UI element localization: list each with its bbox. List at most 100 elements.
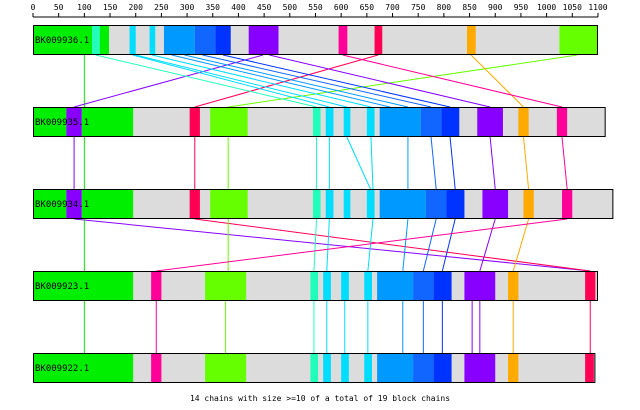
block-link: [470, 54, 524, 108]
block-link: [342, 54, 563, 108]
summary-caption: 14 chains with size >=10 of a total of 1…: [190, 394, 450, 403]
synteny-block[interactable]: [343, 189, 351, 219]
genome-track[interactable]: BK009923.1: [33, 271, 598, 301]
synteny-block[interactable]: [338, 25, 348, 55]
synteny-block[interactable]: [379, 189, 426, 219]
genome-track[interactable]: BK009922.1: [33, 353, 596, 383]
synteny-block[interactable]: [81, 189, 134, 219]
synteny-block[interactable]: [325, 107, 334, 137]
scale-tick-label: 1050: [563, 3, 582, 12]
genome-track[interactable]: BK009934.1: [33, 189, 614, 219]
synteny-block[interactable]: [99, 25, 110, 55]
genome-label: BK009922.1: [35, 364, 89, 374]
block-link: [326, 218, 330, 272]
synteny-block[interactable]: [151, 353, 162, 383]
genome-track[interactable]: BK009935.1: [33, 107, 606, 137]
synteny-block[interactable]: [325, 189, 334, 219]
block-link: [184, 54, 409, 108]
scale-tick-label: 350: [206, 3, 221, 12]
block-link: [269, 54, 491, 108]
synteny-block[interactable]: [508, 353, 519, 383]
synteny-block[interactable]: [559, 25, 598, 55]
synteny-block[interactable]: [81, 107, 134, 137]
synteny-block[interactable]: [310, 353, 319, 383]
synteny-block[interactable]: [562, 189, 573, 219]
synteny-block[interactable]: [377, 353, 414, 383]
synteny-block[interactable]: [518, 107, 529, 137]
synteny-block[interactable]: [312, 107, 321, 137]
genome-outline: [33, 25, 598, 55]
block-link: [171, 54, 391, 108]
block-link: [422, 218, 437, 272]
synteny-block[interactable]: [323, 353, 331, 383]
synteny-block[interactable]: [374, 25, 383, 55]
synteny-block[interactable]: [441, 107, 460, 137]
synteny-block[interactable]: [341, 353, 349, 383]
synteny-block[interactable]: [151, 271, 162, 301]
synteny-block[interactable]: [413, 271, 434, 301]
synteny-block[interactable]: [33, 107, 67, 137]
synteny-block[interactable]: [66, 189, 82, 219]
synteny-block[interactable]: [66, 107, 82, 137]
synteny-block[interactable]: [129, 25, 136, 55]
genome-label: BK009936.1: [35, 36, 89, 46]
synteny-block[interactable]: [205, 353, 247, 383]
scale-tick-label: 900: [488, 3, 503, 12]
synteny-block[interactable]: [377, 271, 414, 301]
synteny-block[interactable]: [556, 107, 568, 137]
synteny-block[interactable]: [466, 25, 476, 55]
scale-tick-label: 450: [257, 3, 272, 12]
synteny-block[interactable]: [194, 25, 216, 55]
synteny-block[interactable]: [341, 271, 349, 301]
block-link: [194, 54, 379, 108]
synteny-block[interactable]: [379, 107, 421, 137]
synteny-block[interactable]: [33, 25, 93, 55]
synteny-block[interactable]: [189, 107, 200, 137]
scale-tick-label: 150: [103, 3, 118, 12]
synteny-block[interactable]: [33, 271, 134, 301]
block-link: [561, 136, 568, 190]
synteny-block[interactable]: [464, 353, 496, 383]
synteny-block[interactable]: [420, 107, 442, 137]
synteny-block[interactable]: [149, 25, 156, 55]
synteny-block[interactable]: [310, 271, 319, 301]
synteny-block[interactable]: [482, 189, 509, 219]
synteny-block[interactable]: [413, 353, 434, 383]
synteny-block[interactable]: [366, 189, 375, 219]
scale-tick-label: 0: [31, 3, 36, 12]
genome-track[interactable]: BK009936.1: [33, 25, 598, 55]
synteny-block[interactable]: [33, 189, 67, 219]
synteny-block[interactable]: [248, 25, 279, 55]
synteny-block[interactable]: [508, 271, 519, 301]
synteny-block[interactable]: [215, 25, 231, 55]
synteny-block[interactable]: [210, 189, 248, 219]
synteny-block[interactable]: [446, 189, 465, 219]
synteny-block[interactable]: [366, 107, 375, 137]
block-link: [313, 218, 318, 272]
synteny-block[interactable]: [464, 271, 496, 301]
scale-tick-label: 750: [411, 3, 426, 12]
synteny-block[interactable]: [585, 353, 594, 383]
synteny-block[interactable]: [477, 107, 503, 137]
block-link: [346, 136, 371, 190]
synteny-block[interactable]: [92, 25, 100, 55]
synteny-block[interactable]: [523, 189, 534, 219]
synteny-block[interactable]: [323, 271, 331, 301]
scale-tick-label: 200: [128, 3, 143, 12]
scale-tick-label: 800: [437, 3, 452, 12]
synteny-block[interactable]: [433, 271, 452, 301]
genome-label: BK009935.1: [35, 118, 89, 128]
block-link: [74, 218, 591, 272]
synteny-block[interactable]: [425, 189, 447, 219]
synteny-block[interactable]: [343, 107, 351, 137]
synteny-block[interactable]: [205, 271, 247, 301]
synteny-block[interactable]: [585, 271, 596, 301]
synteny-block[interactable]: [364, 271, 372, 301]
synteny-block[interactable]: [364, 353, 372, 383]
synteny-block[interactable]: [210, 107, 248, 137]
synteny-block[interactable]: [33, 353, 134, 383]
synteny-block[interactable]: [433, 353, 452, 383]
synteny-block[interactable]: [312, 189, 321, 219]
synteny-block[interactable]: [189, 189, 200, 219]
synteny-block[interactable]: [163, 25, 195, 55]
